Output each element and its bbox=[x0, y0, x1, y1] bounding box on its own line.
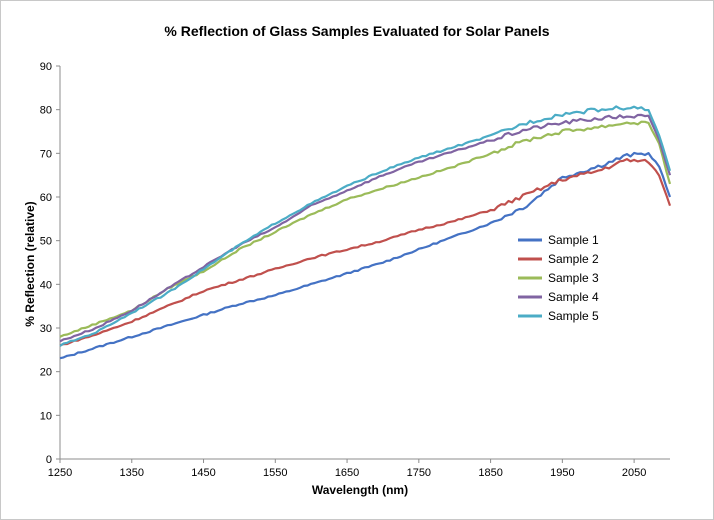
x-tick-label: 1750 bbox=[407, 467, 431, 479]
x-tick-label: 1550 bbox=[263, 467, 287, 479]
y-tick-label: 60 bbox=[40, 192, 52, 204]
x-tick-label: 1850 bbox=[478, 467, 502, 479]
x-axis-ticks: 1250 1350 1450 1550 1650 1750 1850 1950 2050 bbox=[48, 459, 646, 479]
y-axis-ticks: 0 10 20 30 40 50 60 70 80 90 bbox=[40, 61, 60, 466]
y-tick-label: 70 bbox=[40, 148, 52, 160]
series-line-1 bbox=[59, 151, 672, 360]
x-tick-label: 1650 bbox=[335, 467, 359, 479]
x-tick-label: 2050 bbox=[622, 467, 646, 479]
x-axis-label: Wavelength (nm) bbox=[312, 483, 408, 497]
y-tick-label: 90 bbox=[40, 61, 52, 73]
legend-label: Sample 4 bbox=[548, 290, 599, 304]
legend-label: Sample 2 bbox=[548, 252, 599, 266]
chart-title: % Reflection of Glass Samples Evaluated … bbox=[164, 23, 549, 39]
x-tick-label: 1250 bbox=[48, 467, 72, 479]
y-axis-label: % Reflection (relative) bbox=[23, 201, 37, 326]
y-tick-label: 30 bbox=[40, 323, 52, 335]
y-tick-label: 20 bbox=[40, 367, 52, 379]
legend-label: Sample 1 bbox=[548, 233, 599, 247]
series-line-2 bbox=[59, 158, 672, 347]
y-tick-label: 40 bbox=[40, 279, 52, 291]
x-tick-label: 1350 bbox=[120, 467, 144, 479]
series-line-5 bbox=[59, 105, 672, 347]
y-tick-label: 10 bbox=[40, 410, 52, 422]
series-line-4 bbox=[59, 113, 672, 343]
series-lines bbox=[59, 105, 672, 360]
legend-label: Sample 3 bbox=[548, 271, 599, 285]
legend-label: Sample 5 bbox=[548, 309, 599, 323]
series-line-3 bbox=[59, 120, 672, 338]
y-tick-label: 0 bbox=[46, 454, 52, 466]
x-tick-label: 1450 bbox=[191, 467, 215, 479]
y-tick-label: 80 bbox=[40, 105, 52, 117]
x-tick-label: 1950 bbox=[550, 467, 574, 479]
legend: Sample 1 Sample 2 Sample 3 Sample 4 Sample 5 bbox=[518, 233, 599, 323]
y-tick-label: 50 bbox=[40, 236, 52, 248]
